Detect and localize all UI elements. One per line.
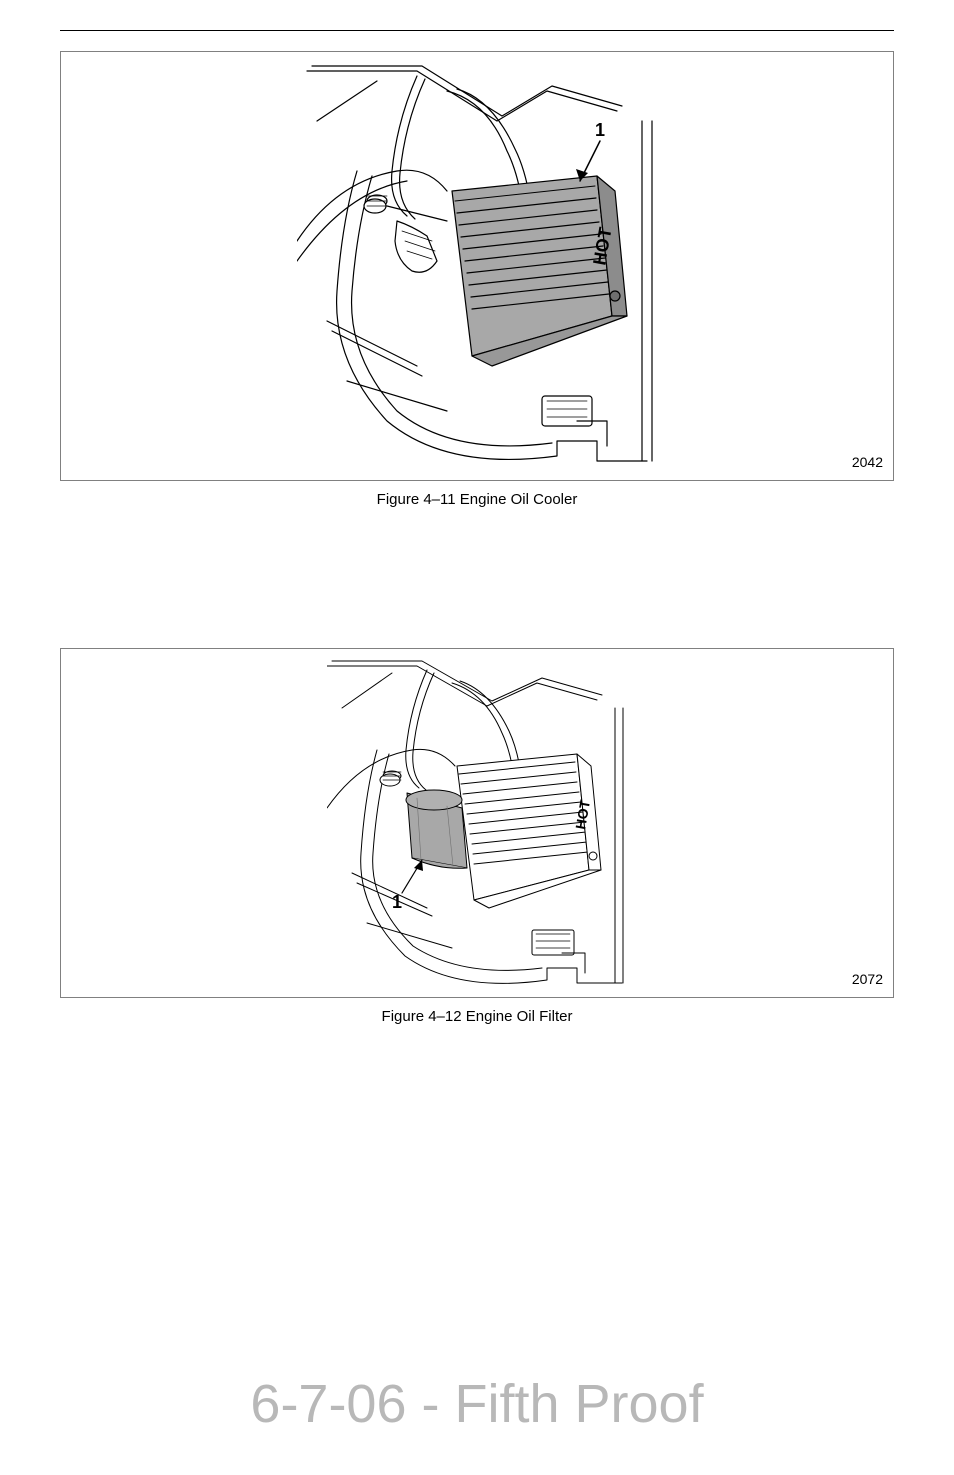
draft-watermark: 6-7-06 - Fifth Proof xyxy=(0,1373,954,1435)
figure-2-caption: Figure 4–12 Engine Oil Filter xyxy=(60,1008,894,1025)
svg-text:1: 1 xyxy=(595,120,605,140)
figure-1-id: 2042 xyxy=(852,454,883,470)
figure-1-caption: Figure 4–11 Engine Oil Cooler xyxy=(60,491,894,508)
figure-1-box: HOT 1 2042 xyxy=(60,51,894,481)
figure-2-id: 2072 xyxy=(852,971,883,987)
figure-2-box: HOT 1 xyxy=(60,648,894,998)
figure-2-illustration: HOT 1 xyxy=(61,649,893,997)
figure-1-illustration: HOT 1 xyxy=(61,52,893,480)
header-rule xyxy=(60,30,894,31)
